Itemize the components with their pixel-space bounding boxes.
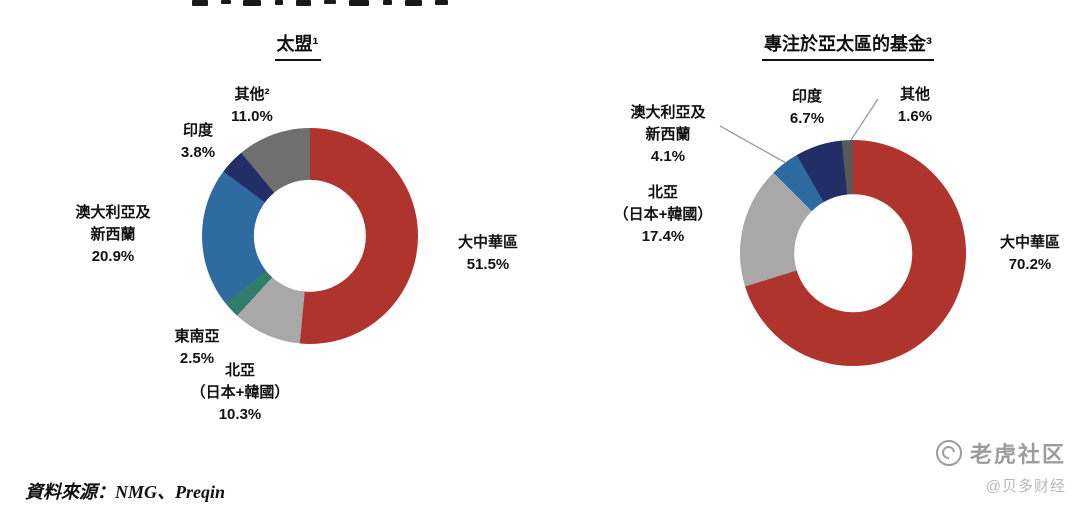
slice-label-greater-china: 大中華區 70.2% bbox=[999, 234, 1060, 273]
leader-line-other bbox=[850, 98, 879, 141]
source-note: 資料來源：NMG、Preqin bbox=[25, 482, 226, 502]
slice-label-india: 印度 6.7% bbox=[789, 88, 825, 127]
slice-label-other: 其他² 11.0% bbox=[231, 86, 273, 125]
tiger-logo-icon bbox=[935, 440, 962, 466]
donut-hole bbox=[794, 194, 912, 312]
watermark-handle: @贝多财经 bbox=[985, 478, 1066, 495]
donut-hole bbox=[253, 179, 367, 293]
slice-label-other: 其他 1.6% bbox=[897, 86, 933, 125]
slice-label-australia-nz: 澳大利亞及 新西蘭 20.9% bbox=[75, 204, 151, 265]
slice-label-southeast-asia: 東南亞 2.5% bbox=[174, 328, 220, 367]
left-chart-title: 太盟¹ bbox=[225, 30, 370, 61]
cropped-heading-artifact bbox=[192, 0, 449, 8]
slice-label-north-asia: 北亞 （日本+韓國） 10.3% bbox=[190, 362, 290, 423]
donut-chart-pag bbox=[202, 128, 418, 344]
slice-label-australia-nz: 澳大利亞及 新西蘭 4.1% bbox=[630, 104, 706, 165]
donut-chart-apac-funds bbox=[740, 140, 966, 366]
slice-label-greater-china: 大中華區 51.5% bbox=[457, 234, 518, 273]
watermark-brand: 老虎社区 bbox=[969, 442, 1066, 467]
slice-label-north-asia: 北亞 （日本+韓國） 17.4% bbox=[613, 184, 713, 245]
watermark: 老虎社区 @贝多财经 bbox=[935, 437, 1066, 496]
right-chart-title: 專注於亞太區的基金³ bbox=[718, 30, 978, 61]
slice-label-india: 印度 3.8% bbox=[180, 122, 216, 161]
